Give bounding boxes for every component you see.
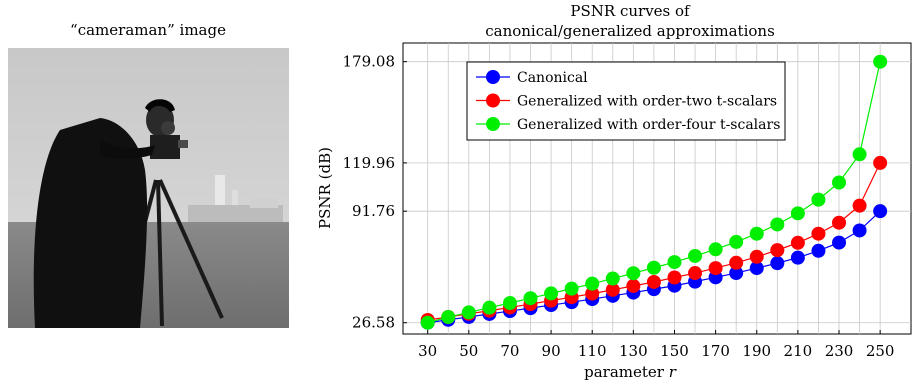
- data-point: [770, 243, 785, 258]
- x-tick-label: 230: [825, 342, 854, 360]
- x-tick-label: 90: [542, 342, 561, 360]
- legend-box: [466, 61, 786, 141]
- data-point: [482, 300, 497, 315]
- data-point: [790, 235, 805, 250]
- data-point: [811, 226, 826, 241]
- legend-entry: Canonical: [476, 70, 588, 86]
- data-point: [605, 271, 620, 286]
- data-point: [461, 305, 476, 320]
- data-point: [852, 198, 867, 213]
- psnr-chart: PSNR curves of canonical/generalized app…: [316, 2, 912, 381]
- chart-title-line-2: canonical/generalized approximations: [485, 22, 775, 40]
- x-axis-label: parameter r: [584, 363, 677, 381]
- data-point: [708, 261, 723, 276]
- data-point: [852, 147, 867, 162]
- data-point: [852, 223, 867, 238]
- data-point: [770, 217, 785, 232]
- data-point: [832, 235, 847, 250]
- data-point: [770, 256, 785, 271]
- plot-area: [402, 42, 912, 335]
- legend-marker: [486, 70, 500, 84]
- ticks: 30 50 70 90 110 130 150 170 190 210 230 250 26.58 91.…: [343, 53, 895, 360]
- legend-label: Canonical: [517, 70, 588, 86]
- data-point: [667, 270, 682, 285]
- data-point: [749, 226, 764, 241]
- image-title: “cameraman” image: [70, 21, 226, 39]
- x-tick-label: 50: [459, 342, 478, 360]
- y-axis-label: PSNR (dB): [316, 147, 334, 229]
- cameraman-image: [8, 48, 289, 328]
- chart-title-line-1: PSNR curves of: [570, 2, 691, 20]
- y-tick-label: 91.76: [352, 202, 395, 220]
- data-point: [646, 260, 661, 275]
- data-point: [811, 243, 826, 258]
- data-point: [708, 242, 723, 257]
- data-point: [729, 266, 744, 281]
- data-point: [585, 286, 600, 301]
- data-point: [626, 266, 641, 281]
- x-tick-label: 250: [866, 342, 895, 360]
- legend-entry: Generalized with order-four t-scalars: [476, 117, 780, 133]
- data-point: [749, 249, 764, 264]
- data-point: [688, 266, 703, 281]
- x-tick-label: 150: [660, 342, 689, 360]
- data-point: [626, 278, 641, 293]
- data-point: [688, 248, 703, 263]
- data-point: [646, 274, 661, 289]
- legend: Canonical Generalized with order-two t-sc…: [466, 61, 786, 141]
- legend-label: Generalized with order-two t-scalars: [517, 94, 777, 110]
- y-tick-label: 26.58: [352, 314, 395, 332]
- legend-marker: [486, 117, 500, 131]
- data-point: [873, 54, 888, 69]
- series-layer: [420, 54, 888, 330]
- data-point: [502, 296, 517, 311]
- data-point: [523, 291, 538, 306]
- data-point: [420, 315, 435, 330]
- x-tick-label: 110: [578, 342, 607, 360]
- data-point: [441, 310, 456, 325]
- data-point: [729, 234, 744, 249]
- legend-marker: [486, 93, 500, 108]
- y-tick-label: 179.08: [343, 53, 396, 71]
- x-tick-label: 170: [701, 342, 730, 360]
- data-point: [832, 175, 847, 190]
- data-point: [873, 155, 888, 170]
- x-tick-label: 70: [500, 342, 519, 360]
- data-point: [832, 215, 847, 230]
- legend-label: Generalized with order-four t-scalars: [517, 117, 780, 133]
- data-point: [873, 204, 888, 219]
- x-tick-label: 30: [418, 342, 437, 360]
- y-tick-label: 119.96: [343, 154, 396, 172]
- x-tick-label: 130: [619, 342, 648, 360]
- data-point: [605, 282, 620, 297]
- legend-entry: Generalized with order-two t-scalars: [476, 93, 777, 110]
- x-tick-label: 190: [742, 342, 771, 360]
- data-point: [790, 206, 805, 221]
- data-point: [564, 281, 579, 296]
- data-point: [729, 255, 744, 270]
- x-tick-label: 210: [784, 342, 813, 360]
- data-point: [585, 276, 600, 291]
- data-point: [667, 255, 682, 270]
- data-point: [790, 250, 805, 265]
- series-3: [420, 54, 888, 330]
- data-point: [544, 286, 559, 301]
- data-point: [811, 192, 826, 207]
- data-point: [749, 261, 764, 276]
